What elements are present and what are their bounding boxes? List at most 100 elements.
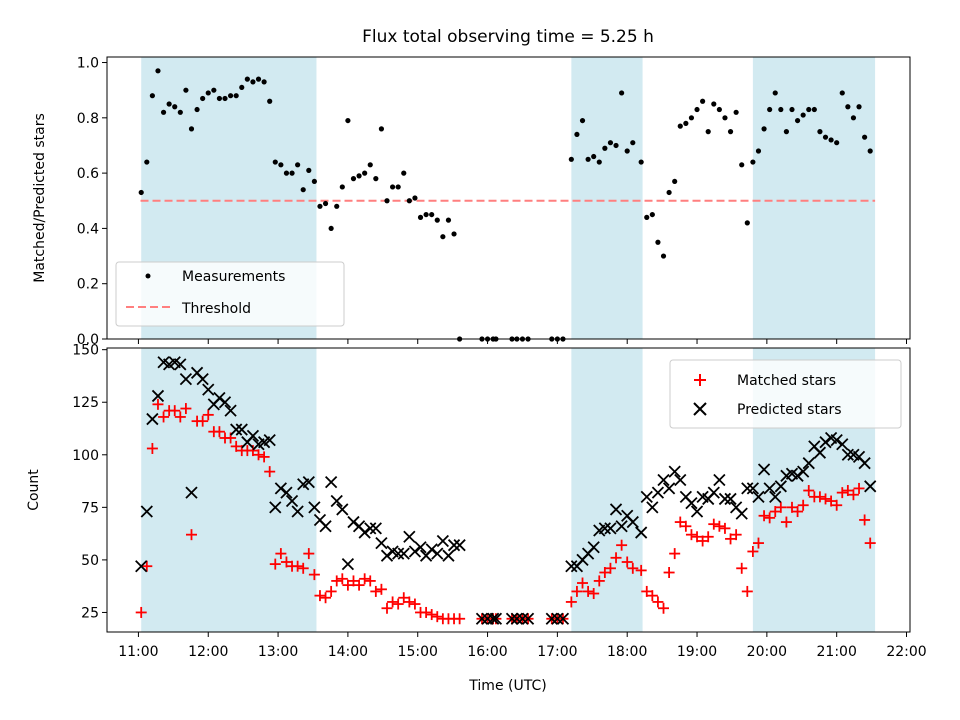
predicted-star-point [635,526,648,539]
measurement-point [395,184,401,190]
y-tick-label: 100 [72,448,99,464]
measurement-point [839,90,845,96]
matched-star-point [616,539,628,551]
matched-star-point [454,613,466,625]
matched-star-point [764,512,776,524]
predicted-star-point [763,482,776,495]
measurement-point [367,162,373,168]
predicted-star-point [213,391,226,405]
legend-threshold-label: Threshold [181,301,251,317]
matched-star-point [308,569,320,581]
top-ylabel: Matched/Predicted stars [32,113,48,283]
measurement-point [602,145,608,151]
matched-star-point [331,575,343,587]
x-tick-label: 17:00 [537,644,577,660]
measurement-point [817,129,823,135]
top-legend: Measurements Threshold [115,261,345,327]
measurement-point [761,126,767,132]
matched-star-point [565,596,577,608]
matched-star-point [577,577,589,589]
matched-star-point [663,567,675,579]
predicted-star-point [752,490,765,503]
y-tick-label: 125 [72,395,99,411]
measurement-point [412,195,418,201]
predicted-star-point [813,446,827,459]
matched-star-point [409,598,421,610]
predicted-star-point [489,612,503,625]
y-tick-label: 0.0 [77,332,99,348]
predicted-star-point [830,433,843,447]
measurement-point [227,93,234,99]
measurement-point [356,173,362,179]
bottom-data-marks [135,356,877,625]
measurement-point [255,76,262,82]
legend-measurements-label: Measurements [182,269,285,285]
matched-star-point [370,585,382,597]
measurement-point [373,176,379,182]
measurement-point [806,106,812,113]
predicted-star-point [646,501,659,514]
bottom-axes-frame [106,347,911,633]
measurement-point [200,95,206,102]
measurement-point [317,203,323,209]
measurement-point [568,156,574,162]
measurement-point [278,162,284,168]
measurement-point [655,239,661,245]
measurement-point [283,170,290,176]
measurement-point [596,159,602,165]
measurement-point [649,211,655,218]
measurement-point [322,200,329,207]
legend-measurements-marker [145,273,151,279]
measurement-point [705,129,711,135]
measurement-point [188,126,195,132]
matched-star-point [741,585,753,597]
chart-title: Flux total observing time = 5.25 h [362,27,654,47]
matched-star-point [646,590,658,602]
measurement-point [417,214,424,220]
x-tick-label: 12:00 [188,644,228,660]
top-panel: 0.0 0.2 0.4 0.6 0.8 1.0 Matched/Predicted sta… [32,56,911,348]
measurement-point [445,217,452,223]
x-tick-label: 21:00 [817,644,857,660]
predicted-star-point [291,505,304,518]
measurement-point [334,203,340,209]
predicted-star-point [713,473,726,487]
measurement-point [289,170,295,176]
measurement-point [644,214,650,220]
predicted-star-point [718,492,732,506]
predicted-star-point [690,505,704,518]
measurement-point [440,234,446,240]
matched-star-point [426,609,438,621]
matched-star-point [392,598,404,610]
matched-star-point [169,405,181,417]
shaded-interval [571,348,643,632]
predicted-star-point [380,549,394,562]
predicted-star-point [358,526,371,539]
matched-star-point [752,537,764,549]
matched-star-point [847,489,859,501]
measurement-point [328,225,334,232]
predicted-star-point [224,404,237,417]
measurement-point [389,184,396,190]
legend-predicted-marker [693,402,707,416]
measurement-point [345,117,351,124]
predicted-star-point [757,463,771,476]
x-tick-label: 11:00 [118,644,158,660]
x-tick-label: 18:00 [607,644,647,660]
measurement-point [619,90,625,96]
predicted-star-point [475,612,489,625]
predicted-star-point [397,547,410,560]
measurement-point [711,101,717,107]
predicted-star-point [505,612,519,625]
matched-star-point [582,585,594,597]
top-axes-frame [106,56,911,340]
matched-star-point [674,516,686,528]
predicted-star-point [447,539,461,552]
top-data-marks [138,68,873,342]
predicted-star-point [735,507,748,520]
measurement-point [401,170,407,176]
predicted-star-point [551,612,564,625]
measurement-point [311,178,317,185]
legend-matched-marker [694,374,706,386]
